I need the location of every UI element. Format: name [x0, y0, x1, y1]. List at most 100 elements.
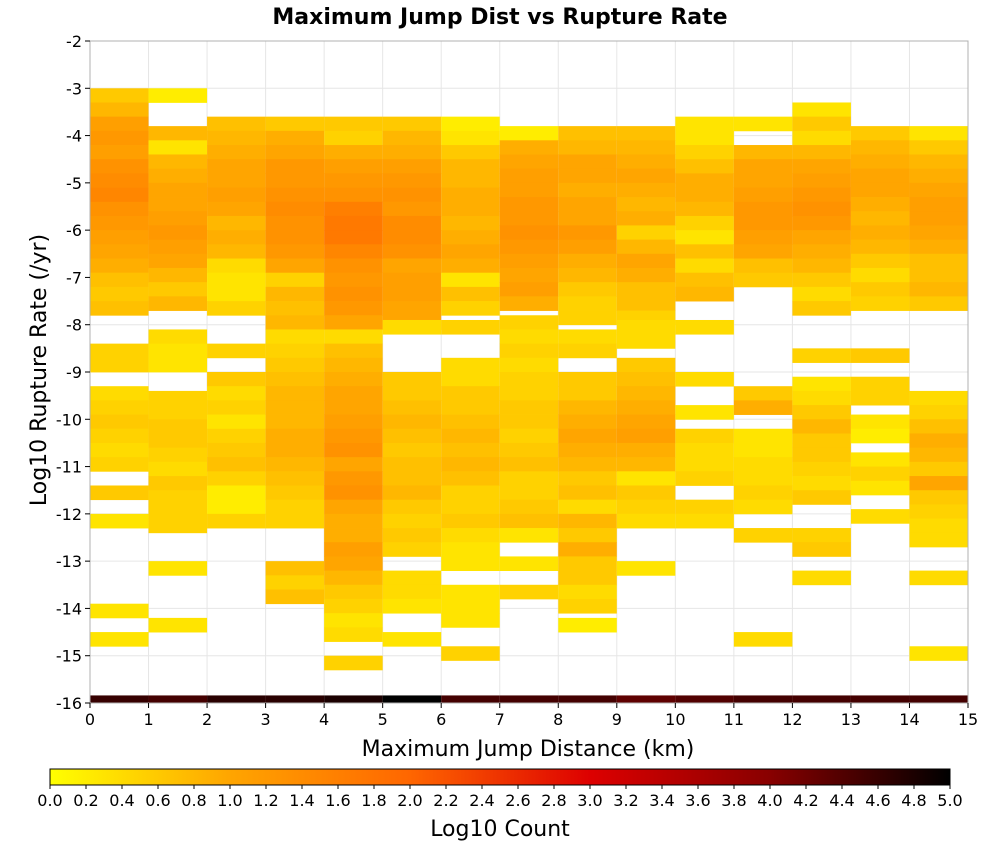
- heatmap-cell: [382, 695, 442, 703]
- heatmap-cell: [148, 253, 208, 269]
- x-tick-label: 9: [612, 710, 622, 729]
- heatmap-cell: [441, 301, 500, 316]
- heatmap-cell: [675, 513, 734, 529]
- heatmap-cell: [733, 485, 793, 501]
- heatmap-cell: [675, 173, 734, 188]
- heatmap-cell: [558, 542, 617, 557]
- heatmap-cell: [850, 140, 910, 155]
- heatmap-cell: [850, 348, 910, 363]
- heatmap-cell: [265, 215, 325, 231]
- heatmap-cell: [324, 130, 383, 146]
- heatmap-cell: [382, 187, 442, 203]
- heatmap-cell: [909, 461, 968, 477]
- heatmap-cell: [148, 182, 208, 198]
- colorbar-tick-label: 5.0: [937, 791, 962, 810]
- colorbar-tick-label: 2.0: [397, 791, 422, 810]
- heatmap-cell: [850, 414, 910, 430]
- heatmap-cell: [324, 272, 383, 288]
- heatmap-cell: [733, 187, 793, 203]
- heatmap-cell: [90, 513, 149, 529]
- heatmap-cell: [265, 575, 325, 590]
- heatmap-cell: [792, 130, 851, 146]
- heatmap-cell: [265, 187, 325, 203]
- heatmap-cell: [324, 244, 383, 259]
- x-tick-label: 4: [319, 710, 329, 729]
- heatmap-cell: [148, 390, 208, 406]
- heatmap-cell: [441, 598, 500, 614]
- heatmap-cell: [265, 343, 325, 359]
- heatmap-cell: [90, 230, 149, 245]
- heatmap-cell: [499, 513, 559, 529]
- heatmap-cell: [90, 215, 149, 231]
- heatmap-cell: [90, 442, 149, 458]
- heatmap-cell: [850, 239, 910, 255]
- heatmap-cell: [324, 414, 383, 430]
- heatmap-cell: [324, 357, 383, 373]
- heatmap-cell: [441, 542, 500, 557]
- heatmap-cell: [265, 442, 325, 458]
- y-tick-label: -5: [66, 174, 82, 193]
- heatmap-cell: [207, 215, 266, 231]
- heatmap-cell: [675, 215, 734, 231]
- colorbar-tick-label: 0.0: [37, 791, 62, 810]
- heatmap-cell: [792, 272, 851, 288]
- heatmap-cell: [324, 258, 383, 274]
- heatmap-cell: [207, 485, 266, 501]
- heatmap-cell: [792, 286, 851, 302]
- heatmap-cell: [324, 613, 383, 628]
- heatmap-cell: [558, 457, 617, 472]
- x-axis-ticks: 0 1 2 3 4 5 6 7 8 9 10 11 12 13 14 15: [85, 703, 978, 729]
- x-tick-label: 10: [665, 710, 685, 729]
- heatmap-cell: [499, 182, 559, 198]
- heatmap-cell: [792, 258, 851, 274]
- heatmap-cell: [850, 428, 910, 444]
- heatmap-cell: [441, 499, 500, 515]
- heatmap-cell: [441, 528, 500, 543]
- heatmap-cell: [733, 230, 793, 245]
- heatmap-cell: [324, 442, 383, 458]
- heatmap-cell: [499, 457, 559, 472]
- heatmap-cell: [441, 613, 500, 628]
- heatmap-cell: [148, 518, 208, 534]
- heatmap-cell: [148, 225, 208, 240]
- heatmap-cell: [558, 182, 617, 198]
- heatmap-cell: [850, 376, 910, 392]
- heatmap-cell: [909, 154, 968, 170]
- heatmap-cell: [265, 485, 325, 501]
- heatmap-cell: [382, 499, 442, 515]
- heatmap-cell: [207, 173, 266, 188]
- x-tick-label: 8: [553, 710, 563, 729]
- heatmap-cell: [207, 230, 266, 245]
- heatmap-cell: [675, 286, 734, 302]
- heatmap-cell: [616, 485, 676, 501]
- heatmap-cell: [909, 182, 968, 198]
- heatmap-cell: [90, 173, 149, 188]
- colorbar-tick-label: 2.4: [469, 791, 494, 810]
- heatmap-cell: [90, 159, 149, 174]
- heatmap-cell: [324, 598, 383, 614]
- chart-title: Maximum Jump Dist vs Rupture Rate: [272, 5, 727, 30]
- heatmap-cell: [733, 173, 793, 188]
- heatmap-cell: [90, 357, 149, 373]
- colorbar-tick-label: 4.2: [793, 791, 818, 810]
- heatmap-cell: [792, 542, 851, 557]
- heatmap-cell: [850, 480, 910, 496]
- colorbar-tick-label: 0.8: [181, 791, 206, 810]
- heatmap-cell: [792, 447, 851, 463]
- y-tick-label: -7: [66, 268, 82, 287]
- colorbar-tick-label: 3.8: [721, 791, 746, 810]
- heatmap-cell: [499, 282, 559, 297]
- heatmap-cell: [909, 267, 968, 283]
- heatmap-cell: [265, 513, 325, 529]
- heatmap-cell: [265, 414, 325, 430]
- heatmap-cell: [441, 414, 500, 430]
- heatmap-cell: [792, 301, 851, 316]
- heatmap-cell: [382, 414, 442, 430]
- heatmap-cell: [733, 400, 793, 415]
- heatmap-cell: [909, 490, 968, 505]
- heatmap-cell: [382, 173, 442, 188]
- heatmap-cell: [616, 239, 676, 255]
- heatmap-cell: [148, 561, 208, 576]
- heatmap-cell: [792, 433, 851, 449]
